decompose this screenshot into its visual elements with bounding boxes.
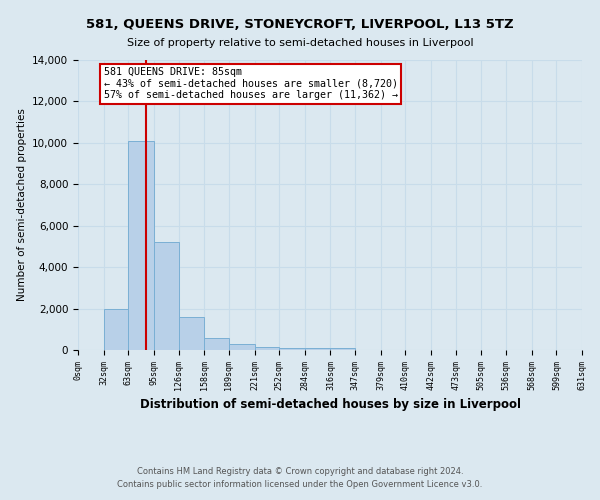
Bar [331,348,355,350]
Y-axis label: Number of semi-detached properties: Number of semi-detached properties [17,108,26,302]
Text: Contains HM Land Registry data © Crown copyright and database right 2024.: Contains HM Land Registry data © Crown c… [137,467,463,476]
Bar [254,346,279,350]
Bar [229,344,254,350]
Bar [204,338,229,350]
Bar [179,317,204,350]
Text: Size of property relative to semi-detached houses in Liverpool: Size of property relative to semi-detach… [127,38,473,48]
Text: 581, QUEENS DRIVE, STONEYCROFT, LIVERPOOL, L13 5TZ: 581, QUEENS DRIVE, STONEYCROFT, LIVERPOO… [86,18,514,30]
Bar [154,242,179,350]
Bar [104,309,128,350]
Text: 581 QUEENS DRIVE: 85sqm
← 43% of semi-detached houses are smaller (8,720)
57% of: 581 QUEENS DRIVE: 85sqm ← 43% of semi-de… [104,67,398,100]
Bar [128,141,154,350]
Bar [305,348,331,350]
Bar [279,348,305,350]
X-axis label: Distribution of semi-detached houses by size in Liverpool: Distribution of semi-detached houses by … [139,398,521,411]
Text: Contains public sector information licensed under the Open Government Licence v3: Contains public sector information licen… [118,480,482,489]
